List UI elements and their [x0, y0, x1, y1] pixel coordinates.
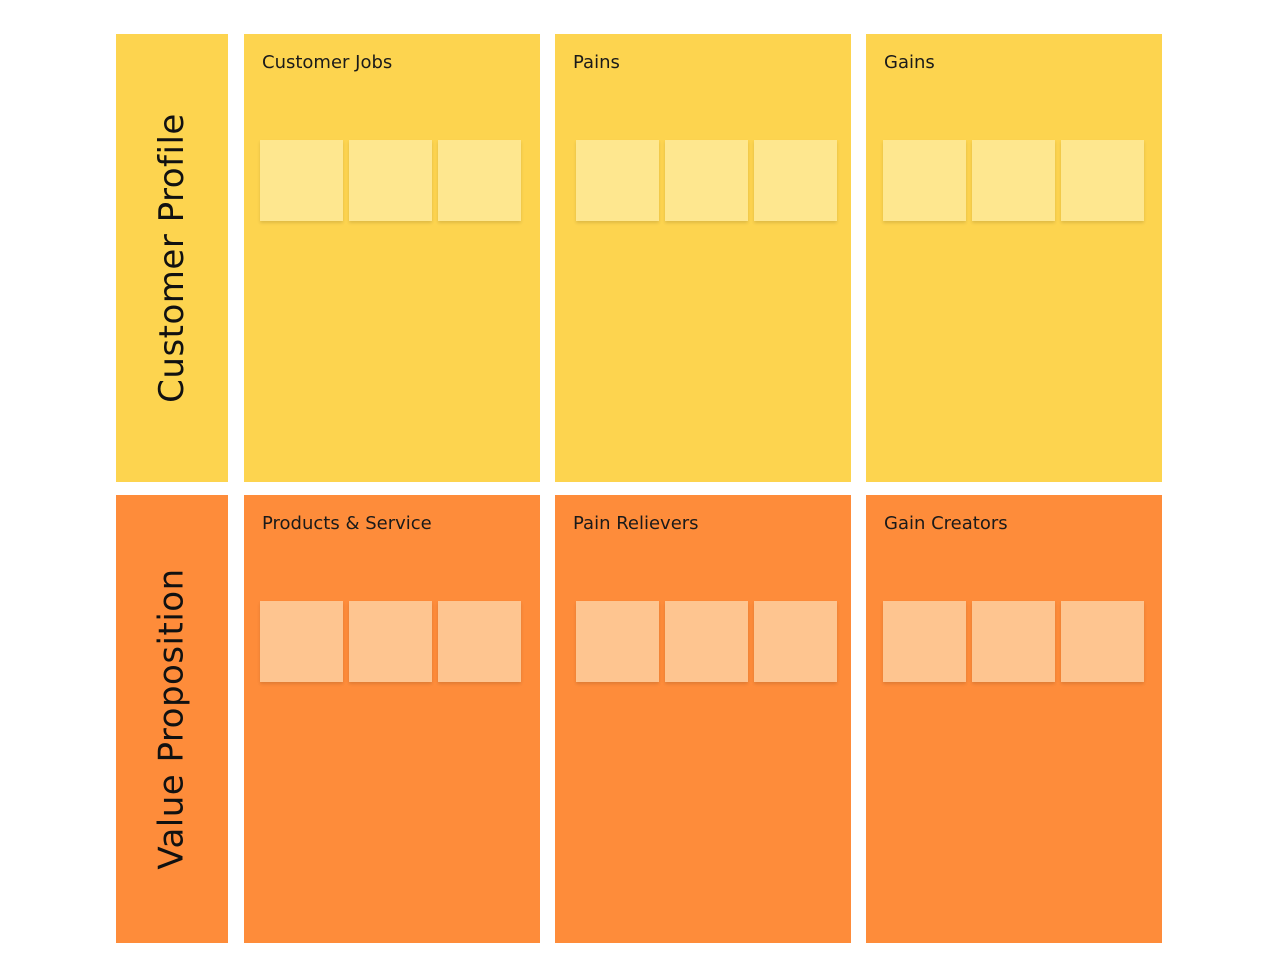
value-proposition-label-block: Value Proposition [116, 495, 228, 943]
customer-jobs-title: Customer Jobs [262, 52, 393, 73]
sticky-note[interactable] [576, 601, 659, 682]
gains-section[interactable]: Gains [866, 34, 1162, 482]
sticky-note[interactable] [883, 601, 966, 682]
pain-relievers-notes [576, 601, 837, 682]
gains-title: Gains [884, 52, 935, 73]
sticky-note[interactable] [260, 140, 343, 221]
pains-title: Pains [573, 52, 620, 73]
products-and-service-notes [260, 601, 521, 682]
gain-creators-section[interactable]: Gain Creators [866, 495, 1162, 943]
customer-jobs-section[interactable]: Customer Jobs [244, 34, 540, 482]
sticky-note[interactable] [1061, 140, 1144, 221]
sticky-note[interactable] [576, 140, 659, 221]
value-proposition-label: Value Proposition [152, 568, 193, 870]
sticky-note[interactable] [883, 140, 966, 221]
sticky-note[interactable] [349, 601, 432, 682]
sticky-note[interactable] [438, 601, 521, 682]
pains-section[interactable]: Pains [555, 34, 851, 482]
sticky-note[interactable] [972, 140, 1055, 221]
products-and-service-title: Products & Service [262, 513, 432, 534]
gains-notes [883, 140, 1144, 221]
products-and-service-section[interactable]: Products & Service [244, 495, 540, 943]
pain-relievers-section[interactable]: Pain Relievers [555, 495, 851, 943]
sticky-note[interactable] [349, 140, 432, 221]
pain-relievers-title: Pain Relievers [573, 513, 699, 534]
gain-creators-notes [883, 601, 1144, 682]
sticky-note[interactable] [1061, 601, 1144, 682]
customer-jobs-notes [260, 140, 521, 221]
sticky-note[interactable] [665, 140, 748, 221]
sticky-note[interactable] [754, 140, 837, 221]
customer-profile-label: Customer Profile [152, 113, 192, 403]
sticky-note[interactable] [665, 601, 748, 682]
gain-creators-title: Gain Creators [884, 513, 1008, 534]
sticky-note[interactable] [260, 601, 343, 682]
sticky-note[interactable] [754, 601, 837, 682]
customer-profile-label-block: Customer Profile [116, 34, 228, 482]
sticky-note[interactable] [438, 140, 521, 221]
pains-notes [576, 140, 837, 221]
sticky-note[interactable] [972, 601, 1055, 682]
